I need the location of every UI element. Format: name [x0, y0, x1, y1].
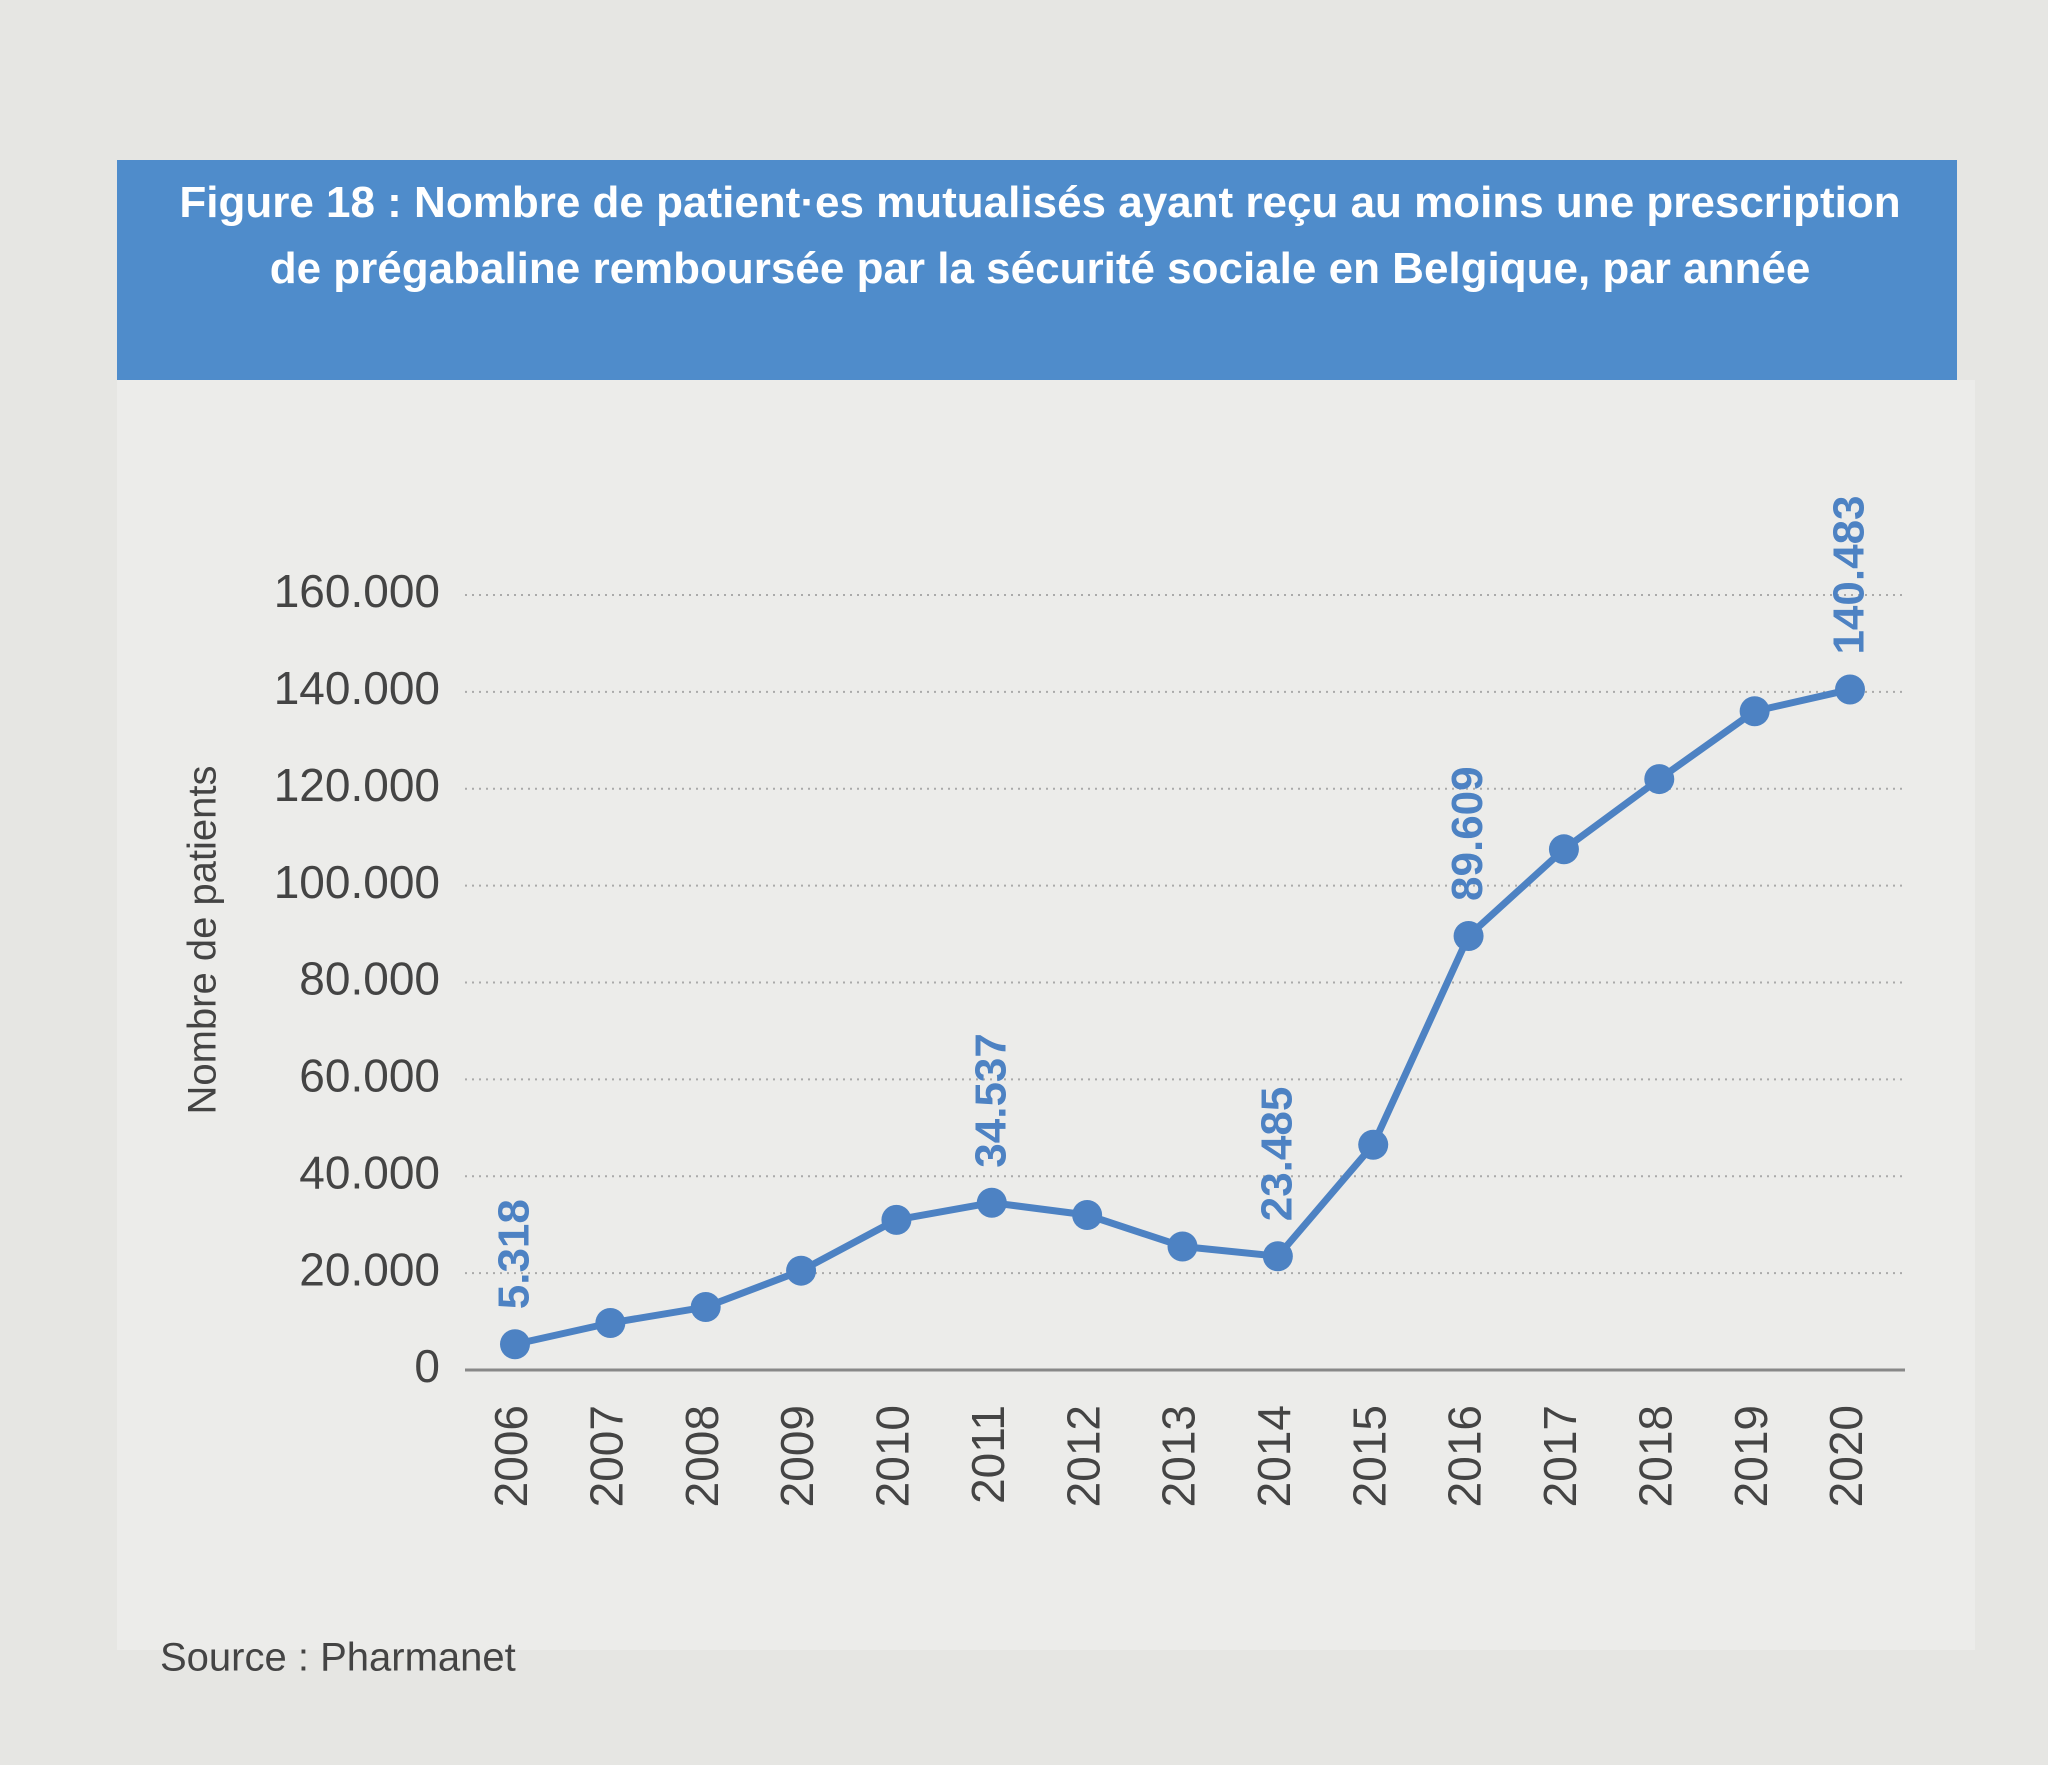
- data-point: [786, 1255, 817, 1286]
- data-point: [1072, 1200, 1103, 1230]
- data-point: [1835, 674, 1865, 705]
- data-point: [500, 1329, 530, 1360]
- title-box: [117, 160, 1957, 380]
- y-tick-label: 40.000: [299, 1146, 440, 1198]
- data-point: [1548, 834, 1579, 865]
- data-point: [976, 1187, 1007, 1218]
- x-tick-label: 2015: [1343, 1405, 1395, 1507]
- data-point: [1739, 696, 1770, 727]
- data-point: [690, 1292, 721, 1323]
- data-point: [1644, 764, 1675, 795]
- x-tick-label: 2011: [962, 1405, 1014, 1504]
- value-label: 89.609: [1443, 766, 1492, 901]
- x-tick-label: 2009: [771, 1405, 823, 1507]
- source: Source : Pharmanet: [160, 1636, 516, 1680]
- y-tick-label: 20.000: [299, 1243, 440, 1295]
- x-tick-label: 2016: [1439, 1405, 1491, 1507]
- y-tick-label: 120.000: [274, 759, 440, 811]
- x-tick-label: 2006: [485, 1405, 537, 1507]
- x-tick-label: 2013: [1153, 1405, 1205, 1507]
- x-tick-label: 2019: [1725, 1405, 1777, 1507]
- value-label: 5.318: [490, 1199, 539, 1309]
- y-tick-label: 80.000: [299, 953, 440, 1005]
- data-point: [881, 1204, 912, 1235]
- y-tick-label: 160.000: [274, 565, 440, 617]
- x-tick-label: 2007: [581, 1405, 633, 1507]
- data-point: [1358, 1129, 1389, 1160]
- x-tick-label: 2010: [867, 1405, 919, 1507]
- y-tick-label: 100.000: [274, 856, 440, 908]
- y-axis-label: Nombre de patients: [181, 765, 225, 1114]
- value-label: 34.537: [966, 1033, 1015, 1168]
- data-point: [1262, 1241, 1293, 1272]
- x-tick-label: 2017: [1534, 1405, 1586, 1507]
- y-tick-label: 140.000: [274, 662, 440, 714]
- y-tick-label: 60.000: [299, 1050, 440, 1102]
- chart-title: Figure 18 : Nombre de patient·es mutuali…: [179, 178, 1901, 293]
- value-label: 140.483: [1825, 495, 1874, 654]
- x-tick-label: 2014: [1248, 1405, 1300, 1507]
- x-tick-label: 2012: [1057, 1405, 1109, 1507]
- y-tick-label: 0: [414, 1340, 440, 1392]
- value-label: 23.485: [1252, 1087, 1301, 1222]
- data-point: [595, 1308, 626, 1339]
- chart-panel: [117, 380, 1975, 1650]
- data-point: [1167, 1231, 1198, 1262]
- data-point: [1453, 920, 1484, 951]
- x-tick-label: 2018: [1629, 1405, 1681, 1507]
- x-tick-label: 2008: [676, 1405, 728, 1507]
- x-tick-label: 2020: [1820, 1405, 1872, 1507]
